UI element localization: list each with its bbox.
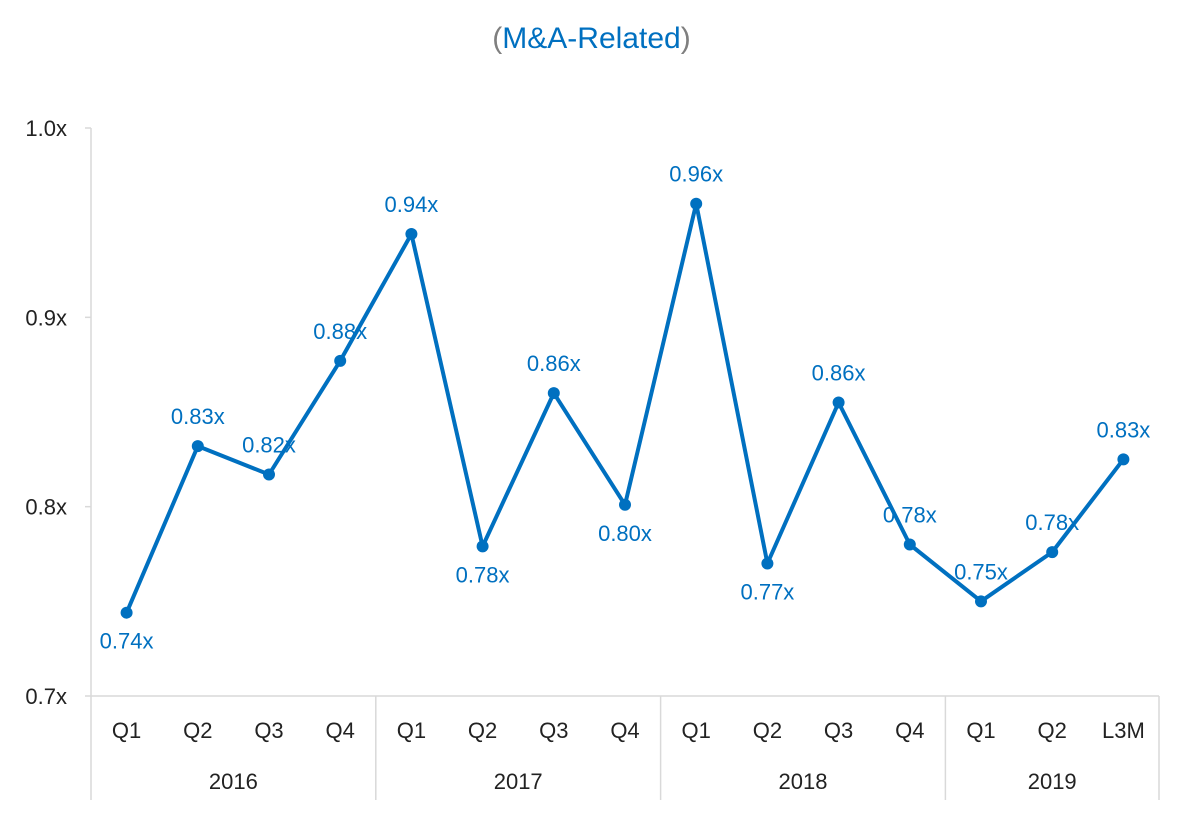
data-point (619, 498, 631, 511)
x-group-label: 2016 (209, 769, 258, 794)
x-tick-label: Q1 (682, 718, 711, 743)
x-tick-label: Q2 (468, 718, 497, 743)
data-point (1117, 453, 1130, 466)
data-label: 0.75x (954, 559, 1008, 584)
x-tick-label: Q1 (112, 718, 141, 743)
data-point (191, 440, 204, 453)
x-group-label: 2018 (779, 769, 828, 794)
y-tick-label: 0.9x (25, 305, 67, 330)
chart-title: (M&A-Related) (0, 22, 1183, 56)
data-point (903, 538, 916, 551)
data-point (761, 557, 774, 570)
y-tick-label: 0.7x (25, 684, 67, 709)
data-label: 0.77x (740, 579, 794, 604)
data-point (405, 228, 418, 241)
x-group-label: 2019 (1028, 769, 1077, 794)
data-label: 0.83x (171, 404, 225, 429)
data-point (690, 197, 703, 210)
data-point (547, 387, 560, 400)
data-label: 0.80x (598, 521, 652, 546)
y-tick-label: 0.8x (25, 495, 67, 520)
x-tick-label: L3M (1102, 718, 1145, 743)
data-label: 0.94x (384, 192, 438, 217)
data-label: 0.83x (1096, 417, 1150, 442)
x-tick-label: Q3 (824, 718, 853, 743)
data-point (975, 595, 987, 608)
series-line (124, 201, 1125, 614)
x-group-label: 2017 (494, 769, 543, 794)
data-label: 0.96x (669, 162, 723, 187)
data-label: 0.78x (883, 503, 937, 528)
data-label: 0.78x (456, 562, 510, 587)
data-label: 0.88x (313, 319, 367, 344)
data-point (120, 606, 133, 619)
data-point (263, 468, 275, 481)
x-tick-label: Q3 (254, 718, 283, 743)
y-tick-label: 1.0x (25, 116, 67, 141)
x-tick-label: Q2 (183, 718, 212, 743)
data-label: 0.78x (1025, 510, 1079, 535)
x-tick-label: Q2 (753, 718, 782, 743)
data-point (476, 540, 489, 553)
data-label: 0.86x (812, 361, 866, 386)
data-point (1046, 546, 1059, 559)
title-text: M&A-Related (502, 22, 681, 55)
data-point (334, 354, 347, 367)
x-tick-label: Q4 (895, 718, 924, 743)
data-label: 0.74x (100, 629, 154, 654)
x-tick-label: Q2 (1038, 718, 1067, 743)
x-tick-label: Q1 (397, 718, 426, 743)
title-close-paren: ) (680, 22, 691, 55)
data-point (832, 396, 845, 409)
x-tick-label: Q4 (326, 718, 355, 743)
x-tick-label: Q1 (966, 718, 995, 743)
title-open-paren: ( (492, 22, 503, 55)
data-label: 0.86x (527, 351, 581, 376)
x-tick-label: Q3 (539, 718, 568, 743)
x-tick-label: Q4 (610, 718, 639, 743)
data-label: 0.82x (242, 432, 296, 457)
